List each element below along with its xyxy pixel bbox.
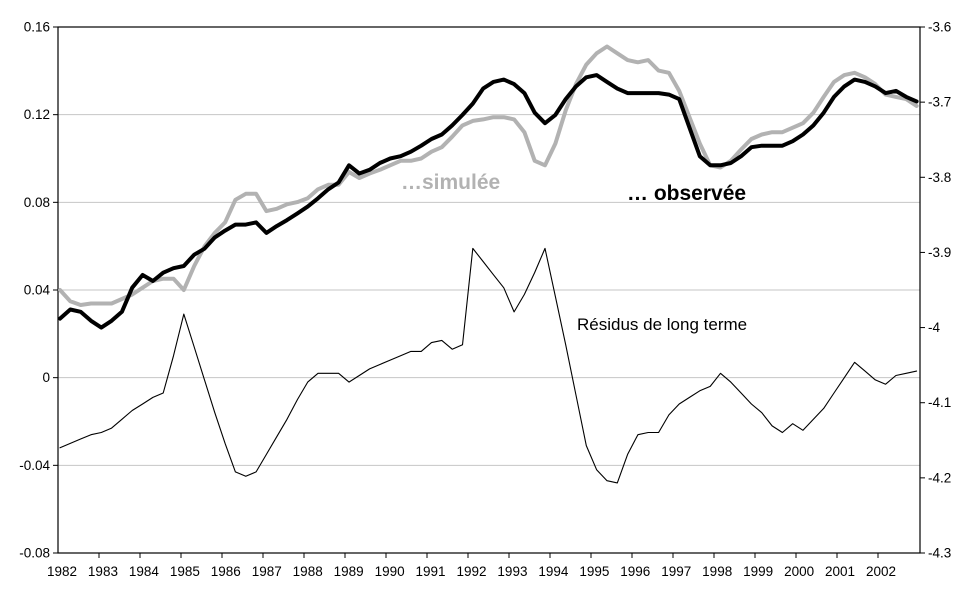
- observee-series-label: … observée: [627, 182, 747, 205]
- x-axis-tick-label: 1988: [293, 564, 323, 579]
- left-axis-tick-label: 0: [42, 370, 50, 385]
- x-axis-tick-label: 1983: [88, 564, 118, 579]
- x-axis-tick-label: 1994: [538, 564, 569, 579]
- x-axis-tick-label: 1992: [456, 564, 486, 579]
- right-axis-tick-label: -3.8: [928, 170, 951, 185]
- x-axis-tick-label: 1986: [211, 564, 241, 579]
- right-axis-tick-label: -4.1: [928, 395, 951, 410]
- residus-line: [59, 247, 918, 484]
- right-axis-tick-label: -4.2: [928, 470, 951, 485]
- x-axis-tick-label: 1990: [375, 564, 405, 579]
- right-axis-tick-label: -3.7: [928, 95, 951, 110]
- left-axis-tick-label: -0.04: [19, 458, 50, 473]
- right-axis-tick-label: -4: [928, 320, 940, 335]
- right-axis-tick-label: -3.6: [928, 20, 951, 35]
- x-axis-tick-label: 1989: [334, 564, 364, 579]
- left-axis-tick-label: 0.12: [24, 107, 50, 122]
- x-axis-tick-label: 1996: [620, 564, 650, 579]
- x-axis-tick-label: 1984: [129, 564, 160, 579]
- right-axis-tick-label: -3.9: [928, 245, 951, 260]
- x-axis-tick-label: 1993: [497, 564, 527, 579]
- x-axis-tick-label: 1991: [416, 564, 446, 579]
- x-axis-tick-label: 1982: [47, 564, 77, 579]
- observee-line: [58, 73, 919, 330]
- x-axis-tick-label: 1999: [743, 564, 773, 579]
- x-axis-tick-label: 2000: [784, 564, 814, 579]
- x-axis-tick-label: 1985: [170, 564, 200, 579]
- simulee-series-label: …simulée: [401, 171, 501, 194]
- left-axis-tick-label: 0.16: [24, 20, 50, 35]
- left-axis-tick-label: -0.08: [19, 546, 50, 561]
- residus-series-label: Résidus de long terme: [577, 315, 748, 334]
- x-axis-tick-label: 2002: [866, 564, 896, 579]
- x-axis-tick-label: 1997: [661, 564, 691, 579]
- left-axis-tick-label: 0.08: [24, 195, 50, 210]
- left-axis-tick-label: 0.04: [24, 283, 51, 298]
- x-axis-tick-label: 1987: [252, 564, 282, 579]
- x-axis-tick-label: 1995: [579, 564, 609, 579]
- right-axis-tick-label: -4.3: [928, 546, 951, 561]
- x-axis-tick-label: 2001: [825, 564, 855, 579]
- x-axis-tick-label: 1998: [702, 564, 732, 579]
